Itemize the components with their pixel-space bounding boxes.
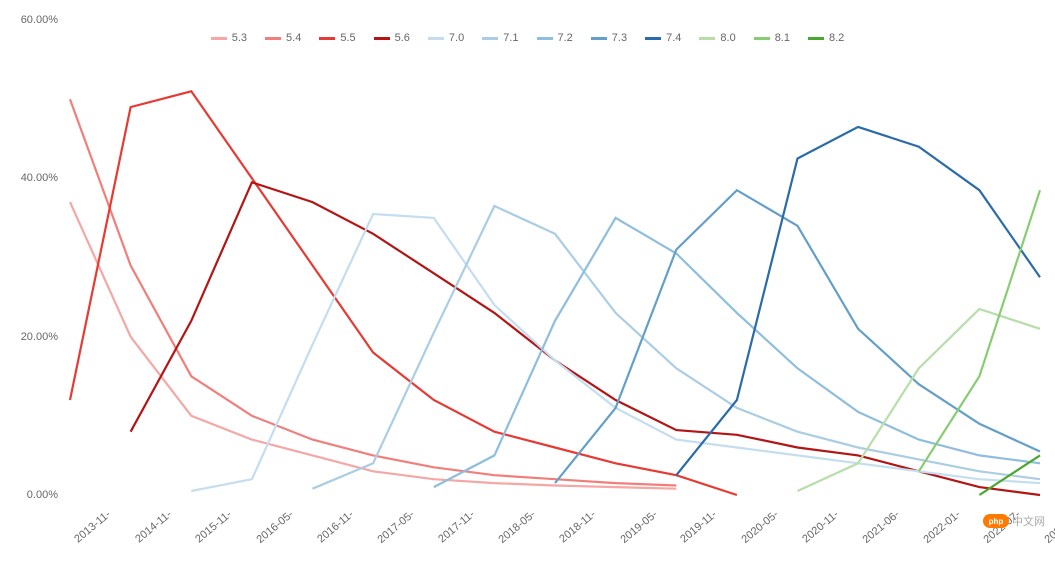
series-line bbox=[555, 190, 1040, 483]
watermark: php 中文网 bbox=[983, 513, 1045, 529]
watermark-text: 中文网 bbox=[1012, 513, 1045, 529]
chart-plot-area bbox=[0, 0, 1055, 564]
series-line bbox=[70, 99, 676, 485]
version-share-chart: 5.35.45.55.67.07.17.27.37.48.08.18.2 0.0… bbox=[0, 0, 1055, 564]
series-line bbox=[191, 214, 1040, 491]
series-line bbox=[798, 309, 1041, 491]
series-line bbox=[979, 455, 1040, 495]
series-line bbox=[70, 91, 737, 495]
watermark-logo: php bbox=[983, 514, 1009, 528]
series-line bbox=[919, 190, 1040, 471]
series-line bbox=[676, 127, 1040, 475]
